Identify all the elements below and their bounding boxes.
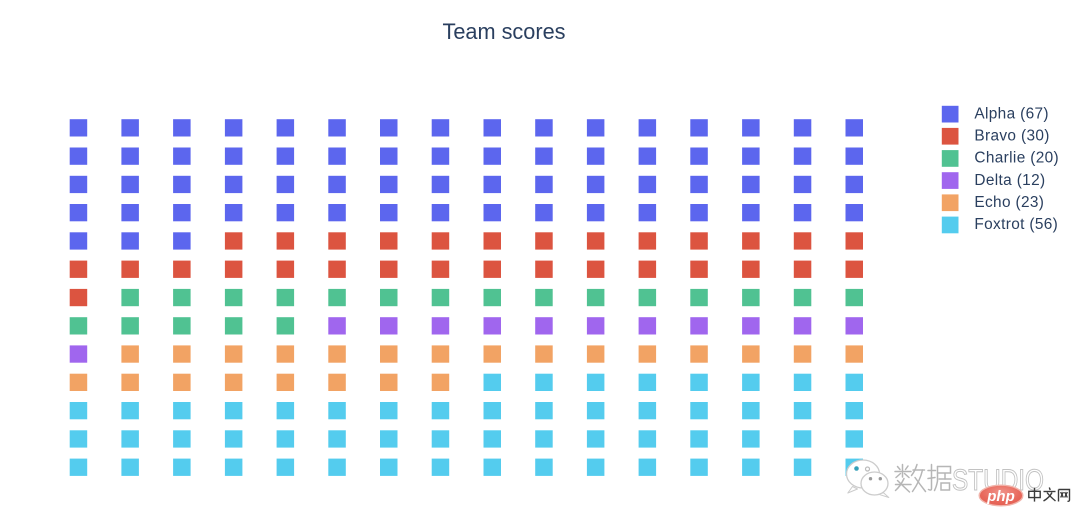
- svg-text:Charlie (20): Charlie (20): [974, 150, 1059, 167]
- svg-text:Team scores: Team scores: [443, 19, 566, 44]
- svg-text:Echo (23): Echo (23): [974, 194, 1044, 211]
- svg-text:php: php: [986, 488, 1015, 505]
- svg-text:Alpha (67): Alpha (67): [974, 105, 1049, 122]
- svg-text:Delta (12): Delta (12): [974, 172, 1045, 189]
- svg-text:Bravo (30): Bravo (30): [974, 128, 1049, 145]
- svg-text:Foxtrot (56): Foxtrot (56): [974, 216, 1058, 233]
